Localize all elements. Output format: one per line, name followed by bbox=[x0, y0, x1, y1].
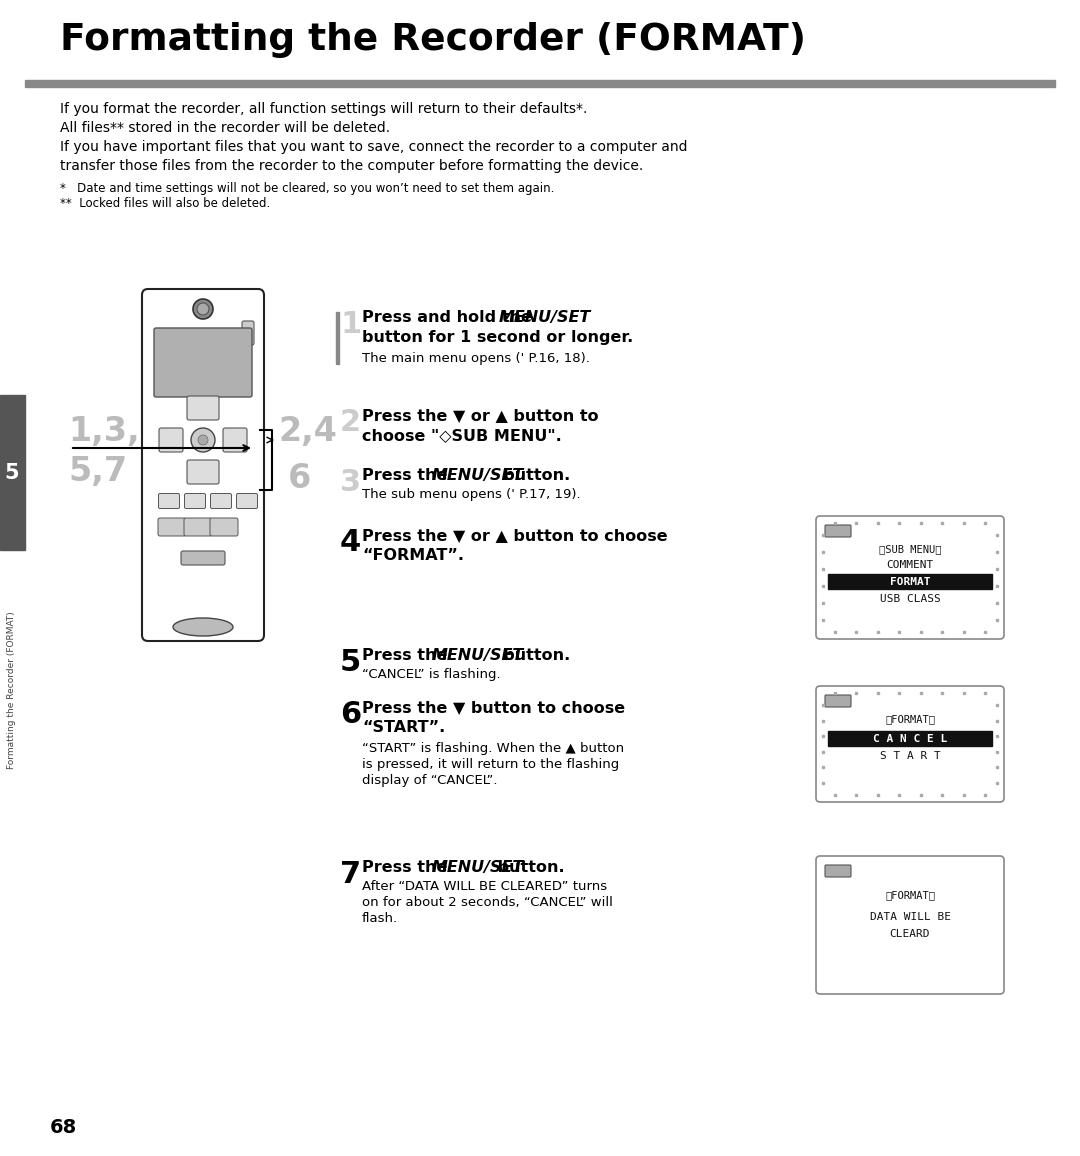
Text: “START” is flashing. When the ▲ button: “START” is flashing. When the ▲ button bbox=[362, 742, 624, 755]
Text: 4: 4 bbox=[340, 528, 361, 557]
Text: 68: 68 bbox=[50, 1118, 78, 1138]
Text: 1,3,: 1,3, bbox=[68, 415, 139, 449]
FancyBboxPatch shape bbox=[187, 460, 219, 484]
Text: FORMAT: FORMAT bbox=[890, 577, 930, 587]
Text: 3: 3 bbox=[340, 468, 361, 497]
Text: button.: button. bbox=[492, 649, 570, 664]
Text: If you format the recorder, all function settings will return to their defaults*: If you format the recorder, all function… bbox=[60, 102, 588, 116]
Bar bbox=[828, 575, 993, 590]
Text: Formatting the Recorder (FORMAT): Formatting the Recorder (FORMAT) bbox=[60, 22, 806, 58]
Text: CLEARD: CLEARD bbox=[890, 929, 930, 939]
FancyBboxPatch shape bbox=[159, 428, 183, 452]
Text: Press the ▼ or ▲ button to: Press the ▼ or ▲ button to bbox=[362, 408, 598, 423]
Text: All files** stored in the recorder will be deleted.: All files** stored in the recorder will … bbox=[60, 121, 390, 135]
FancyBboxPatch shape bbox=[184, 518, 212, 536]
Ellipse shape bbox=[173, 618, 233, 636]
Text: 【FORMAT】: 【FORMAT】 bbox=[885, 890, 935, 901]
FancyBboxPatch shape bbox=[141, 289, 264, 640]
Bar bbox=[25, 80, 1055, 87]
FancyBboxPatch shape bbox=[181, 551, 225, 565]
Text: 5: 5 bbox=[340, 649, 361, 677]
Text: 【FORMAT】: 【FORMAT】 bbox=[885, 714, 935, 724]
Text: Press the: Press the bbox=[362, 649, 453, 664]
Text: flash.: flash. bbox=[362, 912, 399, 925]
FancyBboxPatch shape bbox=[187, 397, 219, 420]
Text: C A N C E L: C A N C E L bbox=[873, 734, 947, 744]
Text: Press the ▼ button to choose: Press the ▼ button to choose bbox=[362, 701, 625, 716]
Text: MENU/SET: MENU/SET bbox=[432, 860, 524, 875]
Bar bbox=[336, 312, 339, 364]
Text: button for 1 second or longer.: button for 1 second or longer. bbox=[362, 329, 633, 344]
Text: MENU/SET: MENU/SET bbox=[432, 468, 524, 483]
Bar bbox=[0, 395, 25, 550]
Circle shape bbox=[191, 428, 215, 452]
Text: MENU/SET: MENU/SET bbox=[499, 310, 591, 325]
Text: “CANCEL” is flashing.: “CANCEL” is flashing. bbox=[362, 668, 501, 681]
Text: MENU/SET: MENU/SET bbox=[432, 649, 524, 664]
Text: *   Date and time settings will not be cleared, so you won’t need to set them ag: * Date and time settings will not be cle… bbox=[60, 181, 554, 195]
Text: 1: 1 bbox=[340, 310, 361, 339]
Text: “START”.: “START”. bbox=[362, 720, 445, 735]
Text: Formatting the Recorder (FORMAT): Formatting the Recorder (FORMAT) bbox=[8, 612, 16, 769]
Text: button.: button. bbox=[492, 468, 570, 483]
Text: The main menu opens (' P.16, 18).: The main menu opens (' P.16, 18). bbox=[362, 351, 590, 365]
Circle shape bbox=[198, 435, 208, 445]
Text: S T A R T: S T A R T bbox=[879, 751, 941, 761]
Text: **  Locked files will also be deleted.: ** Locked files will also be deleted. bbox=[60, 197, 270, 210]
Text: 6: 6 bbox=[340, 701, 361, 729]
Text: choose "◇SUB MENU".: choose "◇SUB MENU". bbox=[362, 428, 562, 443]
FancyBboxPatch shape bbox=[825, 865, 851, 877]
Text: Press the ▼ or ▲ button to choose: Press the ▼ or ▲ button to choose bbox=[362, 528, 667, 543]
Text: 5,7: 5,7 bbox=[68, 455, 127, 488]
FancyBboxPatch shape bbox=[825, 525, 851, 538]
FancyBboxPatch shape bbox=[185, 494, 205, 509]
FancyBboxPatch shape bbox=[237, 494, 257, 509]
Text: Press the: Press the bbox=[362, 468, 453, 483]
FancyBboxPatch shape bbox=[816, 686, 1004, 802]
Text: 5: 5 bbox=[4, 464, 19, 483]
Circle shape bbox=[193, 299, 213, 319]
Text: Press and hold the: Press and hold the bbox=[362, 310, 538, 325]
Text: 2,4: 2,4 bbox=[278, 415, 337, 449]
FancyBboxPatch shape bbox=[159, 494, 179, 509]
Bar bbox=[828, 731, 993, 746]
FancyBboxPatch shape bbox=[222, 428, 247, 452]
FancyBboxPatch shape bbox=[158, 518, 186, 536]
Text: COMMENT: COMMENT bbox=[887, 560, 933, 570]
FancyBboxPatch shape bbox=[816, 855, 1004, 994]
Text: 【SUB MENU】: 【SUB MENU】 bbox=[879, 544, 942, 554]
Text: 2: 2 bbox=[340, 408, 361, 437]
FancyBboxPatch shape bbox=[210, 518, 238, 536]
Circle shape bbox=[197, 303, 210, 314]
FancyBboxPatch shape bbox=[242, 321, 254, 344]
FancyBboxPatch shape bbox=[816, 516, 1004, 639]
Text: Press the: Press the bbox=[362, 860, 453, 875]
Text: 6: 6 bbox=[288, 462, 311, 495]
Text: transfer those files from the recorder to the computer before formatting the dev: transfer those files from the recorder t… bbox=[60, 160, 644, 173]
Text: display of “CANCEL”.: display of “CANCEL”. bbox=[362, 775, 498, 787]
Text: 7: 7 bbox=[340, 860, 361, 889]
Text: The sub menu opens (' P.17, 19).: The sub menu opens (' P.17, 19). bbox=[362, 488, 581, 501]
Text: “FORMAT”.: “FORMAT”. bbox=[362, 548, 464, 563]
Text: button.: button. bbox=[492, 860, 565, 875]
FancyBboxPatch shape bbox=[154, 328, 252, 397]
Text: is pressed, it will return to the flashing: is pressed, it will return to the flashi… bbox=[362, 758, 619, 771]
Text: USB CLASS: USB CLASS bbox=[879, 594, 941, 603]
FancyBboxPatch shape bbox=[825, 695, 851, 707]
Text: If you have important files that you want to save, connect the recorder to a com: If you have important files that you wan… bbox=[60, 140, 688, 154]
FancyBboxPatch shape bbox=[211, 494, 231, 509]
Text: on for about 2 seconds, “CANCEL” will: on for about 2 seconds, “CANCEL” will bbox=[362, 896, 612, 909]
Text: DATA WILL BE: DATA WILL BE bbox=[869, 912, 950, 922]
Text: After “DATA WILL BE CLEARED” turns: After “DATA WILL BE CLEARED” turns bbox=[362, 880, 607, 892]
